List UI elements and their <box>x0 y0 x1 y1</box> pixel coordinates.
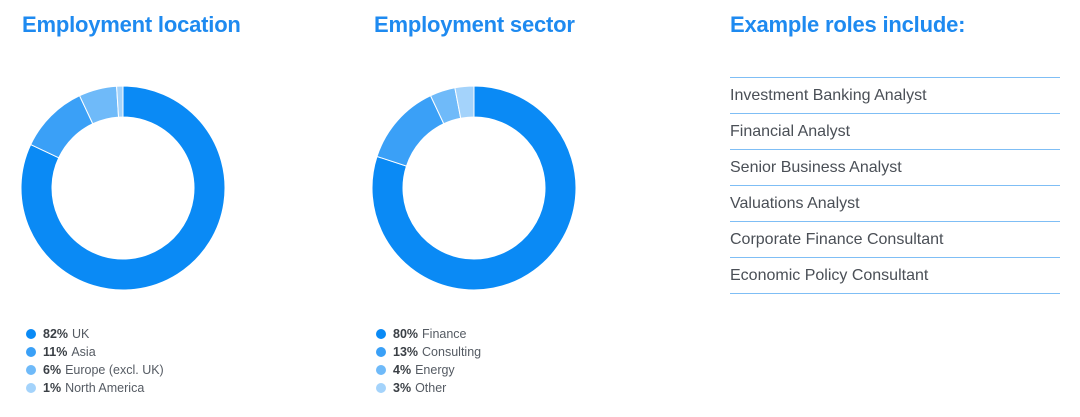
legend-label: North America <box>65 381 145 395</box>
employment-location-legend: 82% UK 11% Asia 6% Europe (excl. UK) 1% North A… <box>26 325 164 397</box>
legend-percent: 82% <box>43 327 69 341</box>
role-item: Investment Banking Analyst <box>730 78 1060 114</box>
employment-location-title: Employment location <box>22 12 241 37</box>
legend-dot-icon <box>376 365 386 375</box>
employment-sector-legend: 80% Finance 13% Consulting 4% Energy 3% Other <box>376 325 481 397</box>
sector-slice-consulting <box>376 95 445 167</box>
location-slice-uk <box>21 86 225 290</box>
legend-label: Europe (excl. UK) <box>65 363 164 377</box>
legend-label: Energy <box>415 363 455 377</box>
sector-slice-other <box>454 86 475 119</box>
legend-percent: 4% <box>393 363 412 377</box>
legend-percent: 1% <box>43 381 62 395</box>
role-item: Valuations Analyst <box>730 186 1060 222</box>
employment-sector-donut-chart <box>372 86 576 290</box>
employment-sector-title: Employment sector <box>374 12 575 37</box>
example-roles-list: Investment Banking Analyst Financial Ana… <box>730 77 1060 294</box>
location-legend-item: 6% Europe (excl. UK) <box>26 361 164 379</box>
legend-dot-icon <box>26 383 36 393</box>
role-item: Financial Analyst <box>730 114 1060 150</box>
legend-dot-icon <box>376 383 386 393</box>
sector-slice-finance <box>372 86 576 290</box>
legend-label: Other <box>415 381 447 395</box>
location-slice-north-america <box>116 86 124 118</box>
legend-percent: 13% <box>393 345 419 359</box>
legend-percent: 80% <box>393 327 419 341</box>
role-item: Senior Business Analyst <box>730 150 1060 186</box>
legend-dot-icon <box>26 347 36 357</box>
role-item: Corporate Finance Consultant <box>730 222 1060 258</box>
legend-label: UK <box>72 327 90 341</box>
legend-label: Consulting <box>422 345 482 359</box>
sector-legend-item: 13% Consulting <box>376 343 481 361</box>
legend-dot-icon <box>26 365 36 375</box>
legend-percent: 3% <box>393 381 412 395</box>
legend-dot-icon <box>26 329 36 339</box>
sector-legend-item: 4% Energy <box>376 361 481 379</box>
location-legend-item: 82% UK <box>26 325 164 343</box>
sector-legend-item: 80% Finance <box>376 325 481 343</box>
legend-dot-icon <box>376 329 386 339</box>
example-roles-title: Example roles include: <box>730 12 966 37</box>
sector-legend-item: 3% Other <box>376 379 481 397</box>
location-legend-item: 11% Asia <box>26 343 164 361</box>
legend-dot-icon <box>376 347 386 357</box>
legend-label: Asia <box>71 345 96 359</box>
legend-percent: 11% <box>43 345 68 359</box>
location-legend-item: 1% North America <box>26 379 164 397</box>
legend-percent: 6% <box>43 363 62 377</box>
role-item: Economic Policy Consultant <box>730 258 1060 294</box>
employment-location-donut-chart <box>21 86 225 290</box>
legend-label: Finance <box>422 327 467 341</box>
